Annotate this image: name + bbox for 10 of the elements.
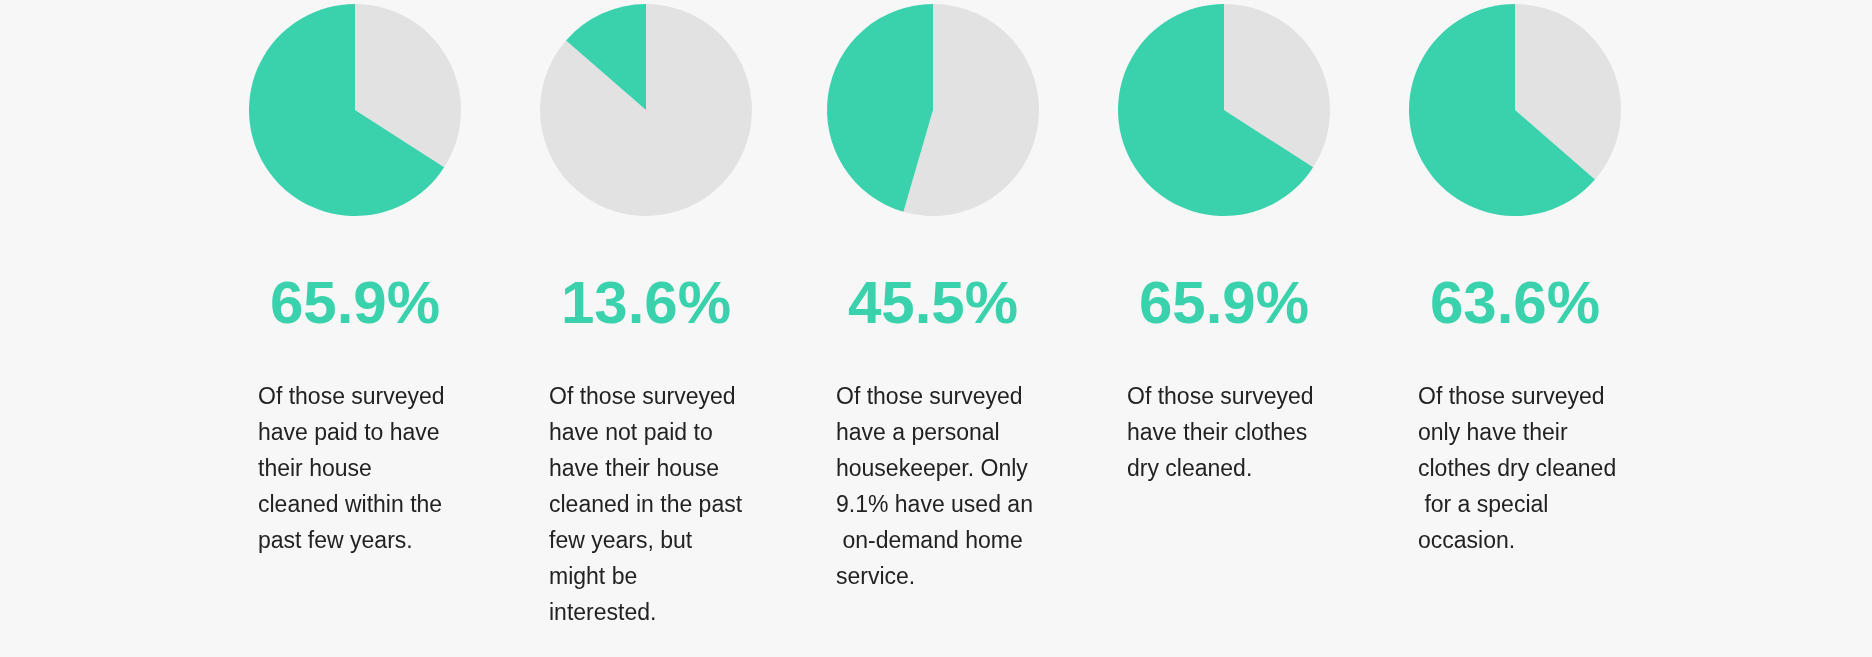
text: Of those surveyed have their clothes dry cleaned. [1127, 383, 1321, 481]
text: Of those surveyed have not paid to have their house cleaned in the past few years, but might be interested. [549, 383, 749, 625]
text: Of those surveyed have a personal housekeeper. Only 9.1% have used an on-demand home service. [836, 383, 1035, 589]
text: 13.6% [560, 268, 732, 336]
text: Of those surveyed have paid to have their house cleaned within the past few years. [258, 383, 452, 553]
text: Of those surveyed only have their clothes dry cleaned for a special occasion. [1418, 383, 1617, 553]
text: 63.6% [1429, 268, 1601, 336]
text: 65.9% [269, 268, 441, 336]
text: 65.9% [1138, 268, 1310, 336]
text: 45.5% [847, 268, 1019, 336]
